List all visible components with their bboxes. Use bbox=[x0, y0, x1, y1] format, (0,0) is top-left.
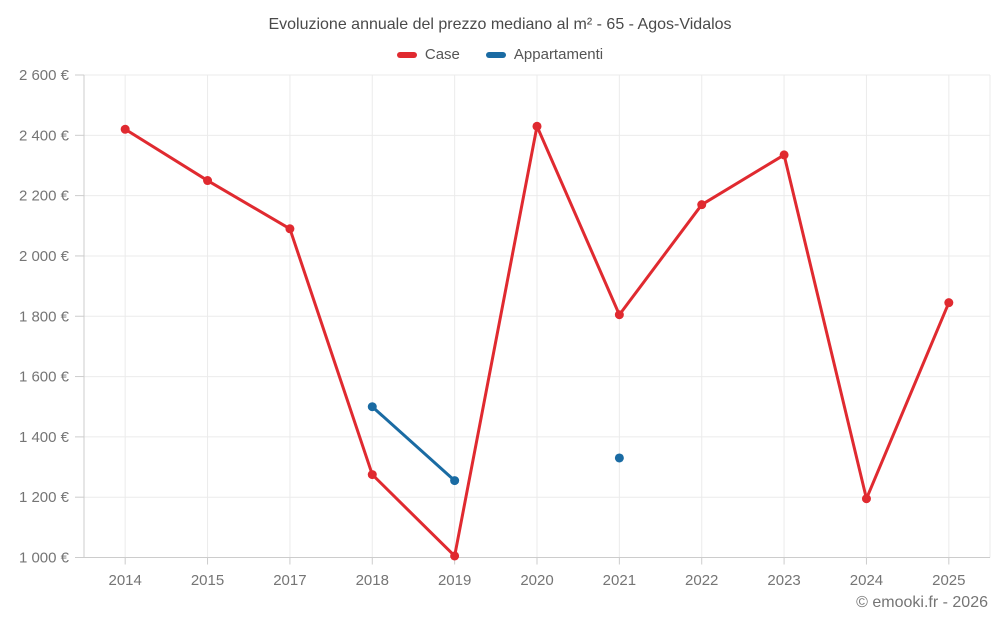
data-point-case-2014[interactable] bbox=[120, 124, 130, 134]
y-axis-tick-label: 1 800 € bbox=[19, 308, 70, 325]
data-point-case-2015[interactable] bbox=[203, 176, 213, 186]
data-point-appartamenti-2018[interactable] bbox=[367, 402, 377, 412]
data-point-case-2021[interactable] bbox=[614, 310, 624, 320]
y-axis-tick-label: 1 200 € bbox=[19, 489, 70, 506]
y-axis-tick-label: 1 000 € bbox=[19, 550, 70, 567]
y-axis-tick-label: 2 000 € bbox=[19, 248, 70, 265]
chart-title: Evoluzione annuale del prezzo mediano al… bbox=[268, 16, 732, 33]
x-axis-tick-label-2022: 2022 bbox=[685, 572, 718, 589]
x-axis-tick-label-2025: 2025 bbox=[932, 572, 965, 589]
legend-item-case[interactable]: Case bbox=[396, 46, 460, 63]
x-axis-tick-label-2019: 2019 bbox=[438, 572, 471, 589]
y-axis-tick-label: 1 600 € bbox=[19, 369, 70, 386]
data-point-case-2018[interactable] bbox=[367, 470, 377, 480]
y-axis-tick-label: 1 400 € bbox=[19, 429, 70, 446]
data-point-case-2023[interactable] bbox=[779, 150, 789, 160]
y-axis-tick-label: 2 400 € bbox=[19, 127, 70, 144]
data-point-case-2020[interactable] bbox=[532, 121, 542, 131]
axes bbox=[75, 74, 990, 565]
x-axis-tick-label-2018: 2018 bbox=[356, 572, 389, 589]
series-case bbox=[120, 121, 954, 561]
legend-swatch-appartamenti bbox=[485, 51, 506, 58]
x-axis-tick-label-2014: 2014 bbox=[108, 572, 141, 589]
chart-legend: Case Appartamenti bbox=[0, 46, 1000, 63]
legend-item-appartamenti[interactable]: Appartamenti bbox=[485, 46, 604, 63]
x-axis-tick-label-2024: 2024 bbox=[850, 572, 883, 589]
data-point-appartamenti-2019[interactable] bbox=[450, 476, 460, 486]
data-point-case-2025[interactable] bbox=[944, 298, 954, 308]
series-appartamenti bbox=[367, 402, 624, 486]
data-point-case-2017[interactable] bbox=[285, 224, 295, 234]
x-axis-tick-label-2023: 2023 bbox=[767, 572, 800, 589]
legend-label-case: Case bbox=[424, 46, 460, 63]
data-point-case-2019[interactable] bbox=[450, 551, 460, 561]
x-axis-tick-label-2015: 2015 bbox=[191, 572, 224, 589]
tick-labels: 1 000 € 1 200 € 1 400 € 1 600 € 1 800 € 2 000… bbox=[19, 67, 966, 589]
data-point-case-2024[interactable] bbox=[861, 494, 871, 504]
y-axis-tick-label: 2 600 € bbox=[19, 67, 70, 84]
legend-label-appartamenti: Appartamenti bbox=[513, 46, 604, 63]
series-line-appartamenti bbox=[370, 405, 457, 483]
x-axis-tick-label-2017: 2017 bbox=[273, 572, 306, 589]
grid-lines bbox=[84, 74, 991, 558]
x-axis-tick-label-2020: 2020 bbox=[520, 572, 553, 589]
data-point-appartamenti-2021[interactable] bbox=[614, 453, 624, 463]
legend-swatch-case bbox=[396, 51, 417, 58]
x-axis-tick-label-2021: 2021 bbox=[603, 572, 636, 589]
data-point-case-2022[interactable] bbox=[697, 200, 707, 210]
attribution-text: © emooki.fr - 2026 bbox=[856, 594, 988, 611]
y-axis-tick-label: 2 200 € bbox=[19, 188, 70, 205]
